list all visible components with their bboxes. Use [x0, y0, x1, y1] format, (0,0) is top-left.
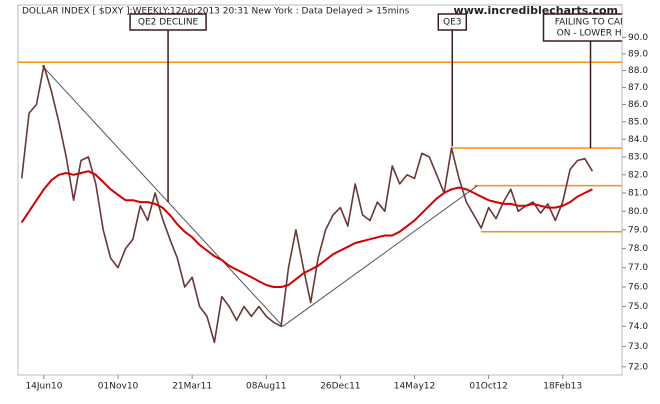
y-tick-label: 78.0 — [628, 244, 648, 254]
annotation-text: ON - LOWER HI — [557, 29, 625, 39]
y-tick-label: 84.0 — [628, 135, 648, 145]
series-line — [20, 170, 593, 288]
y-tick-label: 72.0 — [628, 362, 648, 372]
plot-frame — [17, 4, 623, 376]
y-tick-label: 73.0 — [628, 342, 648, 352]
y-tick-label: 74.0 — [628, 322, 648, 332]
x-tick-label: 21Mar11 — [172, 382, 212, 392]
y-tick-label: 85.0 — [628, 117, 648, 127]
x-tick-label: 01Nov10 — [98, 382, 139, 392]
series-line — [20, 64, 594, 344]
x-tick-label: 01Oct12 — [469, 382, 507, 392]
x-tick-label: 26Dec11 — [320, 382, 360, 392]
y-tick-label: 83.0 — [628, 152, 648, 162]
y-tick-label: 75.0 — [628, 302, 648, 312]
y-tick-label: 77.0 — [628, 263, 648, 273]
y-tick-label: 79.0 — [628, 225, 648, 235]
annotation-text: QE2 DECLINE — [138, 18, 199, 28]
annotation-text: QE3 — [443, 18, 462, 28]
annotation-box — [542, 13, 622, 42]
y-tick-label: 81.0 — [628, 188, 648, 198]
annotation-box — [129, 13, 207, 31]
annotation-text: FAILING TO CAR — [555, 18, 627, 28]
x-tick-label: 14May12 — [394, 382, 436, 392]
y-tick-label: 87.0 — [628, 83, 648, 93]
y-tick-label: 76.0 — [628, 282, 648, 292]
y-tick-label: 89.0 — [628, 49, 648, 59]
y-tick-label: 88.0 — [628, 66, 648, 76]
annotation-box — [437, 13, 468, 31]
trendline — [41, 65, 284, 327]
x-tick-label: 14Jun10 — [25, 382, 62, 392]
trendline — [282, 185, 478, 327]
y-tick-label: 80.0 — [628, 207, 648, 217]
x-tick-label: 08Aug11 — [246, 382, 286, 392]
x-tick-label: 18Feb13 — [543, 382, 582, 392]
y-tick-label: 86.0 — [628, 100, 648, 110]
chart-title: DOLLAR INDEX [ $DXY ]:WEEKLY:12Apr2013 2… — [22, 7, 410, 17]
y-tick-label: 90.0 — [628, 33, 648, 43]
y-tick-label: 82.0 — [628, 170, 648, 180]
